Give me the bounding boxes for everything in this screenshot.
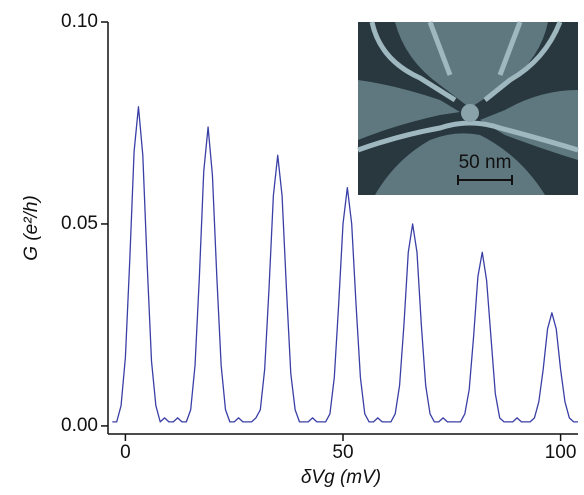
y-tick-label: 0.05 — [61, 213, 98, 234]
x-axis-label: δVg (mV) — [301, 467, 381, 488]
x-tick-label: 50 — [332, 442, 353, 463]
inset-scale-label: 50 nm — [459, 152, 512, 173]
inset-image: 50 nm — [358, 22, 578, 195]
x-tick-label: 100 — [545, 442, 577, 463]
chart: 50 nm δVg (mV) G (e²/h) 0.00 0.05 0.10 0 50 1… — [0, 0, 584, 495]
y-tick-label: 0.00 — [61, 415, 98, 436]
y-axis-label: G (e²/h) — [21, 195, 42, 260]
x-tick-label: 0 — [120, 442, 131, 463]
y-tick-label: 0.10 — [61, 11, 98, 32]
